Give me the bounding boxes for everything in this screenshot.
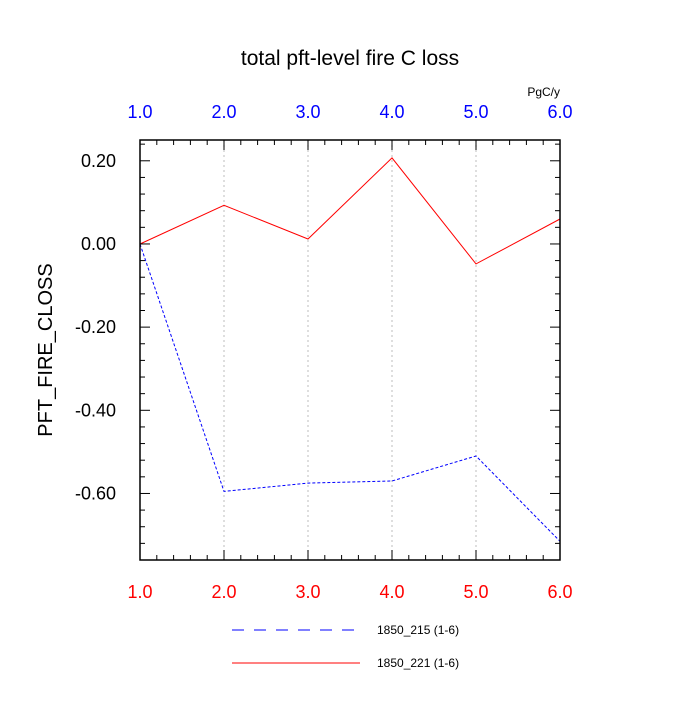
x-tick-label-top: 2.0 <box>211 102 236 122</box>
x-tick-label-top: 5.0 <box>463 102 488 122</box>
y-tick-label: -0.60 <box>75 483 116 503</box>
axes-layer <box>139 139 561 561</box>
x-tick-label-bottom: 4.0 <box>379 582 404 602</box>
series-line-2 <box>139 157 561 265</box>
y-tick-label: 0.00 <box>81 234 116 254</box>
x-tick-label-top: 6.0 <box>547 102 572 122</box>
x-tick-label-bottom: 1.0 <box>127 582 152 602</box>
x-tick-label-top: 4.0 <box>379 102 404 122</box>
x-tick-label-bottom: 3.0 <box>295 582 320 602</box>
chart-title: total pft-level fire C loss <box>241 47 459 70</box>
legend-label-1: 1850_215 (1-6) <box>377 623 459 637</box>
legend-label-2: 1850_221 (1-6) <box>377 656 459 670</box>
legend-layer: 1850_215 (1-6) 1850_221 (1-6) <box>232 623 459 670</box>
y-tick-label: 0.20 <box>81 151 116 171</box>
y-tick-label: -0.40 <box>75 400 116 420</box>
grid-layer <box>223 140 477 560</box>
x-tick-label-top: 3.0 <box>295 102 320 122</box>
x-tick-label-bottom: 5.0 <box>463 582 488 602</box>
plot-frame <box>139 139 561 561</box>
ticks-layer: 1.0 1.0 2.0 2.0 3.0 3.0 4.0 4.0 5.0 5.0 6.0 6.0 0.20… <box>75 102 573 602</box>
x-tick-label-bottom: 6.0 <box>547 582 572 602</box>
series-line-1 <box>139 243 561 542</box>
y-tick-label: -0.20 <box>75 317 116 337</box>
y-axis-title: PFT_FIRE_CLOSS <box>35 263 57 436</box>
x-tick-label-top: 1.0 <box>127 102 152 122</box>
x-tick-label-bottom: 2.0 <box>211 582 236 602</box>
series-layer <box>139 157 561 542</box>
units-label: PgC/y <box>527 85 560 99</box>
